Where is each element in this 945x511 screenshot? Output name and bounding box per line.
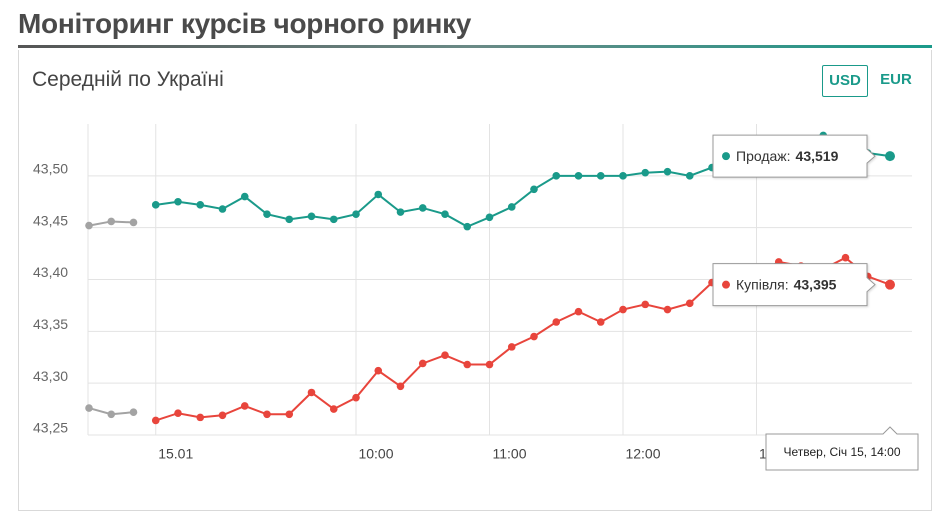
data-point — [352, 210, 360, 218]
data-point — [151, 416, 160, 425]
data-point — [596, 172, 605, 180]
time-tooltip-text: Четвер, Січ 15, 14:00 — [784, 445, 901, 459]
data-point — [129, 408, 138, 416]
data-point — [685, 299, 694, 308]
data-point — [574, 172, 583, 180]
data-point — [263, 410, 271, 419]
data-point — [663, 305, 672, 314]
data-point — [218, 205, 227, 213]
tooltip-box — [712, 263, 876, 307]
data-point — [240, 192, 249, 201]
x-tick-label: 10:00 — [358, 446, 393, 462]
data-point — [285, 215, 294, 224]
time-tooltip-box — [765, 426, 919, 471]
data-point — [530, 185, 538, 194]
data-point — [107, 410, 116, 419]
data-point — [596, 318, 605, 326]
data-point — [196, 201, 205, 209]
data-point — [85, 221, 93, 230]
data-point — [463, 360, 472, 369]
data-point — [418, 204, 427, 212]
data-point — [530, 332, 538, 341]
data-point — [463, 222, 472, 231]
data-point — [307, 388, 316, 397]
page: {"header": {"title": "Моніторинг курсів … — [18, 8, 932, 511]
chart: 43,25 43,30 43,35 43,40 43,45 43,50 15.01 10:00… — [33, 124, 919, 471]
tooltip: Продаж: 43,519 — [712, 134, 876, 178]
data-point — [507, 203, 516, 211]
tooltip: Купівля: 43,395 — [712, 263, 876, 307]
data-point — [263, 210, 271, 218]
page-title: Моніторинг курсів чорного ринку — [18, 8, 472, 39]
data-point — [107, 217, 116, 226]
x-tick-label: 12:00 — [625, 446, 660, 462]
tooltip-box — [712, 134, 876, 178]
data-point — [374, 190, 383, 199]
data-point — [174, 197, 182, 206]
data-point — [329, 215, 338, 224]
data-point — [441, 351, 449, 359]
data-point — [218, 411, 227, 420]
data-point — [441, 210, 449, 218]
tooltip-dot — [722, 152, 730, 161]
data-point — [485, 360, 494, 369]
currency-button[interactable]: USD — [822, 65, 868, 97]
data-point — [352, 393, 360, 402]
tooltip-label: Продаж: — [736, 148, 791, 164]
tooltip-value: 43,519 — [796, 148, 839, 164]
data-point — [663, 167, 672, 176]
data-point — [151, 201, 160, 209]
y-tick-label: 43,50 — [33, 161, 68, 177]
data-point — [307, 212, 316, 221]
tooltip-text: Продаж: 43,519 — [736, 148, 839, 164]
data-point — [396, 208, 405, 216]
data-point — [174, 409, 182, 418]
data-point — [329, 405, 338, 413]
x-tick-label: 11:00 — [493, 446, 527, 462]
data-point — [619, 172, 627, 180]
currency-button[interactable]: EUR — [880, 71, 912, 88]
data-point — [374, 366, 383, 375]
data-point — [641, 300, 650, 309]
title-rule — [18, 45, 932, 48]
y-tick-label: 43,40 — [33, 264, 68, 280]
data-point — [507, 343, 516, 351]
tooltip-text: Купівля: 43,395 — [736, 276, 837, 292]
data-point — [552, 172, 561, 180]
y-tick-label: 43,35 — [33, 316, 68, 332]
data-point — [418, 359, 427, 368]
tooltip-label: Купівля: — [736, 276, 789, 292]
x-tick-label: 15.01 — [158, 446, 193, 462]
data-point — [240, 402, 249, 410]
data-point — [641, 168, 650, 177]
data-point — [885, 279, 895, 290]
data-point — [196, 413, 205, 422]
data-point — [85, 404, 93, 412]
y-tick-label: 43,25 — [33, 420, 68, 436]
tooltip-dot — [722, 280, 730, 289]
data-point — [685, 172, 694, 180]
data-point — [574, 307, 583, 316]
data-point — [552, 318, 561, 326]
data-point — [129, 218, 138, 227]
y-tick-label: 43,30 — [33, 368, 68, 384]
card-subtitle: Середній по Україні — [32, 68, 224, 91]
data-point — [285, 410, 294, 419]
data-point — [396, 382, 405, 391]
tooltip-value: 43,395 — [794, 276, 837, 292]
time-tooltip: Четвер, Січ 15, 14:00 — [765, 426, 919, 471]
data-point — [885, 151, 895, 162]
data-point — [841, 253, 850, 262]
y-tick-label: 43,45 — [33, 212, 68, 228]
data-point — [485, 213, 494, 222]
data-point — [619, 305, 627, 314]
